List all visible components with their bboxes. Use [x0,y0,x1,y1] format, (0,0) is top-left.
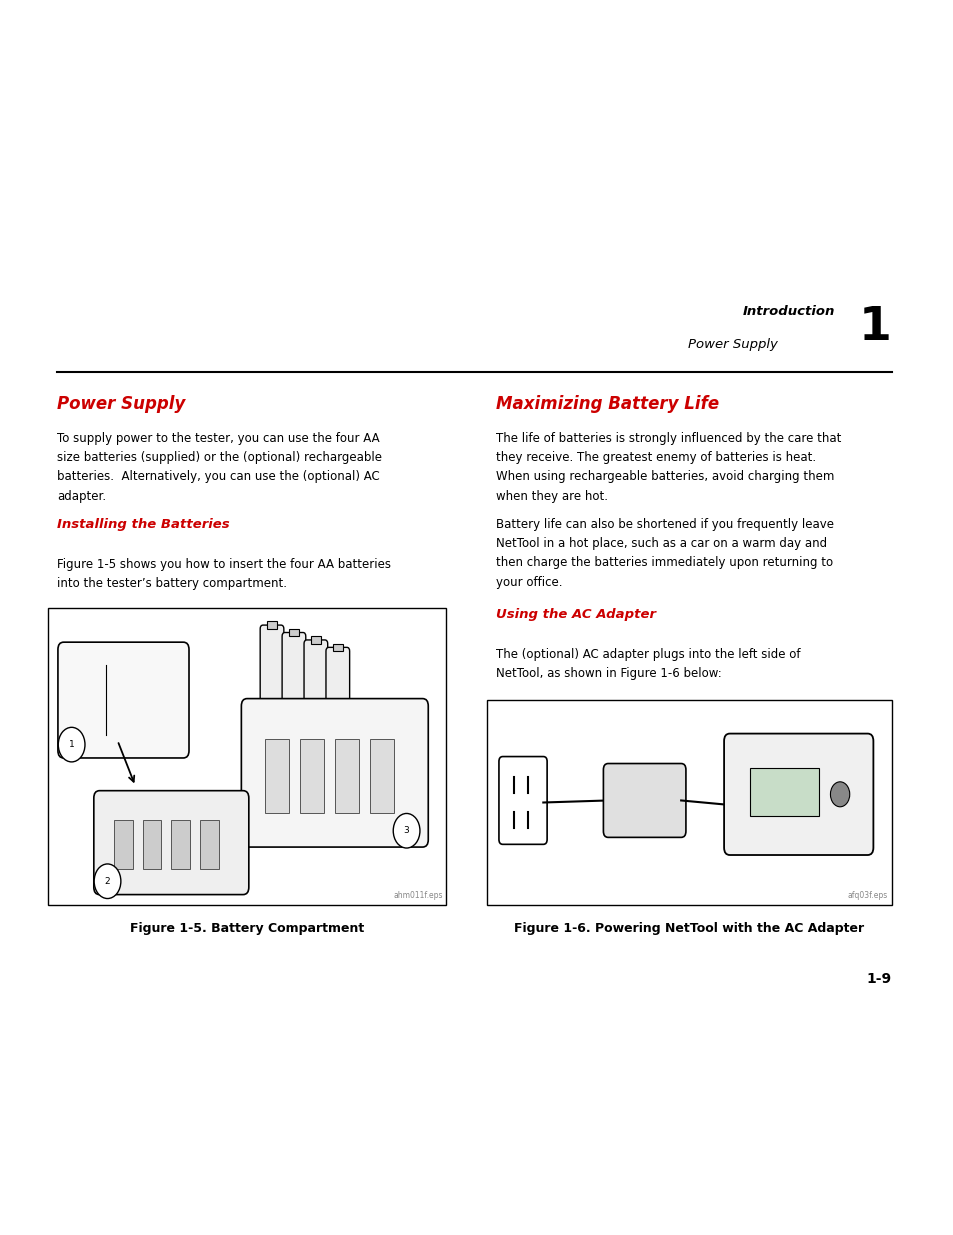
Text: NetTool in a hot place, such as a car on a warm day and: NetTool in a hot place, such as a car on… [496,537,826,551]
Bar [311,636,320,643]
Text: Power Supply: Power Supply [687,338,777,351]
Text: Power Supply: Power Supply [57,395,186,412]
Circle shape [58,727,85,762]
Text: 1: 1 [69,740,74,750]
Bar [335,740,359,813]
Text: Maximizing Battery Life: Maximizing Battery Life [496,395,719,412]
Bar [370,740,394,813]
Circle shape [94,864,121,899]
Text: The (optional) AC adapter plugs into the left side of: The (optional) AC adapter plugs into the… [496,648,800,661]
Text: afq03f.eps: afq03f.eps [847,892,887,900]
Text: The life of batteries is strongly influenced by the care that: The life of batteries is strongly influe… [496,432,841,445]
Bar [172,820,190,869]
Text: Figure 1-6. Powering NetTool with the AC Adapter: Figure 1-6. Powering NetTool with the AC… [514,923,863,935]
Text: 1-9: 1-9 [866,972,891,986]
Bar [200,820,218,869]
Bar [333,643,342,651]
Text: they receive. The greatest enemy of batteries is heat.: they receive. The greatest enemy of batt… [496,451,816,464]
FancyBboxPatch shape [282,632,306,722]
Text: 1: 1 [859,305,891,350]
Text: 2: 2 [105,877,111,885]
Text: your office.: your office. [496,576,562,589]
Bar [486,700,891,905]
Text: into the tester’s battery compartment.: into the tester’s battery compartment. [57,577,287,590]
FancyBboxPatch shape [723,734,872,855]
Bar [264,740,289,813]
Bar [48,608,446,905]
FancyBboxPatch shape [304,640,328,731]
Bar [267,621,276,629]
Text: Figure 1-5 shows you how to insert the four AA batteries: Figure 1-5 shows you how to insert the f… [57,558,391,571]
Text: Figure 1-5. Battery Compartment: Figure 1-5. Battery Compartment [130,923,364,935]
Circle shape [393,814,419,848]
Text: When using rechargeable batteries, avoid charging them: When using rechargeable batteries, avoid… [496,471,834,483]
FancyBboxPatch shape [93,790,249,894]
Bar [113,820,132,869]
FancyBboxPatch shape [58,642,189,758]
Text: size batteries (supplied) or the (optional) rechargeable: size batteries (supplied) or the (option… [57,451,382,464]
Text: 3: 3 [403,826,409,835]
Text: Installing the Batteries: Installing the Batteries [57,517,230,531]
Circle shape [829,782,849,806]
Bar [750,768,819,815]
Text: Introduction: Introduction [741,305,834,317]
Text: Using the AC Adapter: Using the AC Adapter [496,608,656,621]
FancyBboxPatch shape [260,625,284,715]
Text: To supply power to the tester, you can use the four AA: To supply power to the tester, you can u… [57,432,379,445]
FancyBboxPatch shape [498,757,546,845]
Text: adapter.: adapter. [57,489,106,503]
Bar [299,740,324,813]
Text: NetTool, as shown in Figure 1-6 below:: NetTool, as shown in Figure 1-6 below: [496,667,721,680]
FancyBboxPatch shape [602,763,685,837]
FancyBboxPatch shape [326,647,350,739]
Text: batteries.  Alternatively, you can use the (optional) AC: batteries. Alternatively, you can use th… [57,471,379,483]
Bar [289,629,298,636]
Text: when they are hot.: when they are hot. [496,489,607,503]
Text: Battery life can also be shortened if you frequently leave: Battery life can also be shortened if yo… [496,517,833,531]
Text: then charge the batteries immediately upon returning to: then charge the batteries immediately up… [496,557,832,569]
FancyBboxPatch shape [241,699,428,847]
Bar [142,820,161,869]
Text: ahm011f.eps: ahm011f.eps [393,892,442,900]
